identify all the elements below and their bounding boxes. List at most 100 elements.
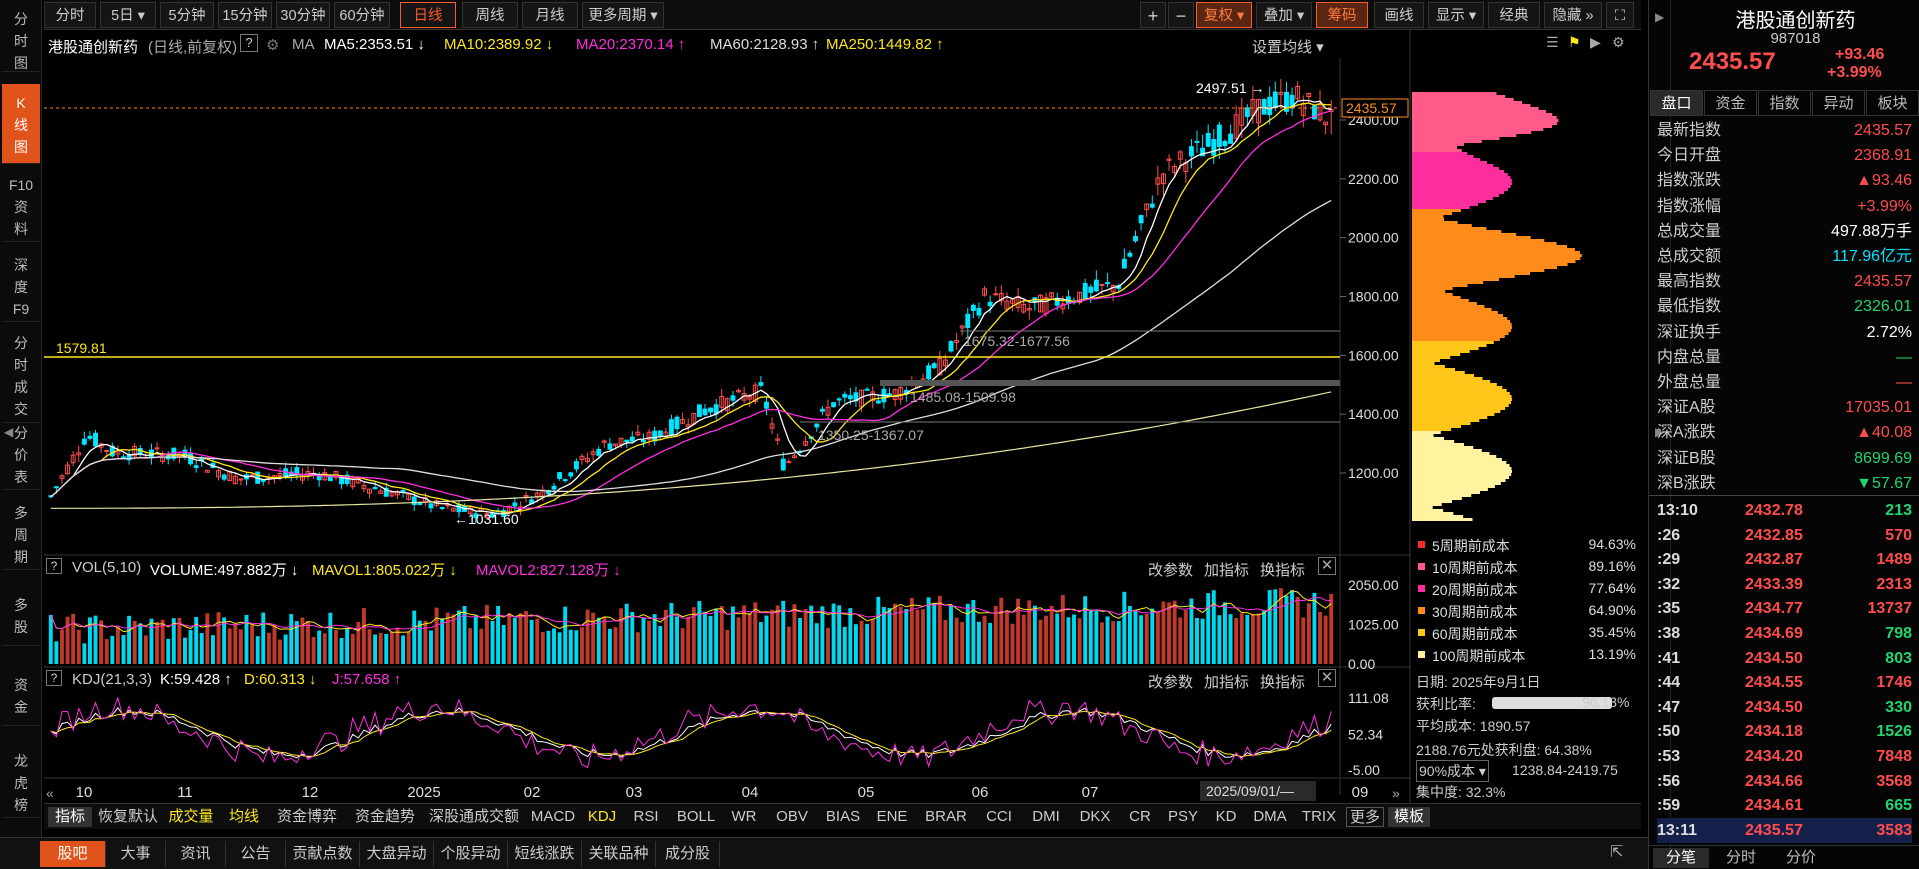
hide-button[interactable]: 隐藏 » (1544, 2, 1602, 28)
bottom-tab-7[interactable]: 短线涨跌 (508, 841, 582, 867)
close-icon[interactable]: ✕ (1318, 557, 1336, 575)
vol-switch-indicator[interactable]: 换指标 (1260, 562, 1306, 579)
indicator-5[interactable]: 资金趋势 (354, 808, 415, 825)
tab-intraday-chart[interactable]: 分 时 图 (2, 4, 40, 72)
bottom-tab-0[interactable]: 股吧 (40, 841, 106, 867)
bottom-tab-5[interactable]: 大盘异动 (360, 841, 434, 867)
quote-tab-4[interactable]: 板块 (1866, 90, 1919, 116)
indicator-19[interactable]: CR (1129, 808, 1151, 825)
tab-multi-period[interactable]: 多 周 期 (2, 498, 40, 570)
period-weekly[interactable]: 周线 (462, 2, 518, 28)
period-more[interactable]: 更多周期 ▾ (582, 2, 664, 28)
indicator-20[interactable]: PSY (1167, 808, 1198, 825)
quote-tab-1[interactable]: 资金 (1704, 90, 1757, 116)
classic-button[interactable]: 经典 (1488, 2, 1540, 28)
indicator-10[interactable]: BOLL (676, 808, 716, 825)
help-icon[interactable]: ? (46, 670, 62, 686)
tab-capital[interactable]: 资 金 (2, 670, 40, 726)
tab-depth-f9[interactable]: 深 度 F9 (2, 250, 40, 322)
adjust-button[interactable]: 复权 ▾ (1196, 2, 1252, 28)
indicator-23[interactable]: TRIX (1301, 808, 1337, 825)
cost-range-select[interactable]: 90%成本 ▾ (1416, 760, 1489, 782)
quote-tab-3[interactable]: 异动 (1812, 90, 1865, 116)
indicator-9[interactable]: RSI (633, 808, 659, 825)
indicator-3[interactable]: 均线 (228, 808, 259, 825)
indicator-8[interactable]: KDJ (587, 808, 617, 825)
indicator-15[interactable]: BRAR (925, 808, 967, 825)
quote-tab-2[interactable]: 指数 (1758, 90, 1811, 116)
period-30min[interactable]: 30分钟 (276, 2, 330, 28)
bottom-tab-6[interactable]: 个股异动 (434, 841, 508, 867)
indicator-14[interactable]: ENE (876, 808, 908, 825)
scroll-left-icon[interactable]: « (46, 785, 54, 801)
vol-edit-params[interactable]: 改参数 (1148, 562, 1194, 579)
flag-icon[interactable]: ⚑ (1568, 34, 1581, 50)
close-icon[interactable]: ✕ (1318, 669, 1336, 687)
indicator-0[interactable]: 指标 (48, 807, 92, 827)
gear-icon[interactable]: ⚙ (266, 37, 280, 54)
chip-distribution-button[interactable]: 筹码 (1316, 2, 1368, 28)
help-icon[interactable]: ? (240, 34, 258, 52)
tab-multi-stock[interactable]: 多 股 (2, 590, 40, 646)
collapse-left-icon[interactable]: ◀ (4, 425, 14, 439)
indicator-7[interactable]: MACD (530, 808, 576, 825)
indicator-18[interactable]: DKX (1079, 808, 1111, 825)
period-daily[interactable]: 日线 (400, 2, 456, 28)
indicator-4[interactable]: 资金博弈 (276, 808, 337, 825)
tick-tab-2[interactable]: 分价 (1785, 849, 1816, 866)
period-5min[interactable]: 5分钟 (160, 2, 214, 28)
indicator-6[interactable]: 深股通成交额 (428, 808, 519, 825)
collapse-right-icon-mid[interactable]: ▶ (1655, 425, 1665, 439)
tab-f10[interactable]: F10 资 料 (2, 170, 40, 242)
bottom-tab-8[interactable]: 关联品种 (582, 841, 656, 867)
period-5day[interactable]: 5日 ▾ (100, 2, 156, 28)
tab-tick-trades[interactable]: 分 时 成 交 (2, 328, 40, 423)
kdj-edit-params[interactable]: 改参数 (1148, 674, 1194, 691)
period-intraday[interactable]: 分时 (44, 2, 96, 28)
indicator-2[interactable]: 成交量 (168, 808, 214, 825)
play-icon[interactable]: ▶ (1590, 34, 1601, 50)
kdj-add-indicator[interactable]: 加指标 (1204, 674, 1250, 691)
overlay-button[interactable]: 叠加 ▾ (1256, 2, 1312, 28)
indicator-1[interactable]: 恢复默认 (97, 808, 158, 825)
bottom-tab-3[interactable]: 公告 (226, 841, 286, 867)
tab-price-table[interactable]: 分 价 表 (2, 418, 40, 490)
indicator-21[interactable]: KD (1215, 808, 1237, 825)
tab-dragon-tiger[interactable]: 龙 虎 榜 (2, 746, 40, 818)
indicator-12[interactable]: OBV (776, 808, 808, 825)
tick-tab-1[interactable]: 分时 (1725, 849, 1756, 866)
vol-add-indicator[interactable]: 加指标 (1204, 562, 1250, 579)
quote-tab-0[interactable]: 盘口 (1650, 90, 1703, 116)
scroll-right-icon[interactable]: » (1392, 785, 1400, 801)
zoom-in-button[interactable]: + (1140, 2, 1166, 28)
help-icon[interactable]: ? (46, 558, 62, 574)
bottom-tab-2[interactable]: 资讯 (166, 841, 226, 867)
ma-settings-button[interactable]: 设置均线 ▾ (1252, 39, 1324, 56)
bottom-tab-9[interactable]: 成分股 (656, 841, 720, 867)
zoom-out-button[interactable]: − (1168, 2, 1194, 28)
tick-tab-0[interactable]: 分笔 (1653, 848, 1709, 868)
indicator-16[interactable]: CCI (986, 808, 1012, 825)
panel-toggle-strip[interactable]: ▶ ▶ (1649, 0, 1671, 869)
indicator-11[interactable]: WR (731, 808, 757, 825)
bars-icon[interactable]: ☰ (1546, 34, 1559, 50)
period-monthly[interactable]: 月线 (522, 2, 578, 28)
bottom-tab-4[interactable]: 贡献点数 (286, 841, 360, 867)
expand-panel-icon[interactable]: ⇱ (1610, 844, 1624, 861)
bottom-tab-1[interactable]: 大事 (106, 841, 166, 867)
kline-chart-canvas[interactable]: 1579.81 1675.32-1677.56 1485.08-1509.98 … (0, 0, 1648, 803)
period-15min[interactable]: 15分钟 (218, 2, 272, 28)
period-60min[interactable]: 60分钟 (334, 2, 390, 28)
indicator-22[interactable]: DMA (1253, 808, 1287, 825)
gear-icon[interactable]: ⚙ (1612, 34, 1625, 50)
indicator-13[interactable]: BIAS (825, 808, 861, 825)
indicator-24[interactable]: 更多 (1346, 807, 1384, 827)
display-button[interactable]: 显示 ▾ (1428, 2, 1484, 28)
tab-kline-chart[interactable]: K 线 图 (2, 84, 40, 164)
indicator-17[interactable]: DMI (1032, 808, 1060, 825)
kdj-switch-indicator[interactable]: 换指标 (1260, 674, 1306, 691)
draw-line-button[interactable]: 画线 (1374, 2, 1424, 28)
fullscreen-icon[interactable]: ⛶ (1606, 2, 1634, 28)
indicator-25[interactable]: 模板 (1388, 807, 1430, 827)
collapse-right-icon[interactable]: ▶ (1655, 10, 1665, 24)
